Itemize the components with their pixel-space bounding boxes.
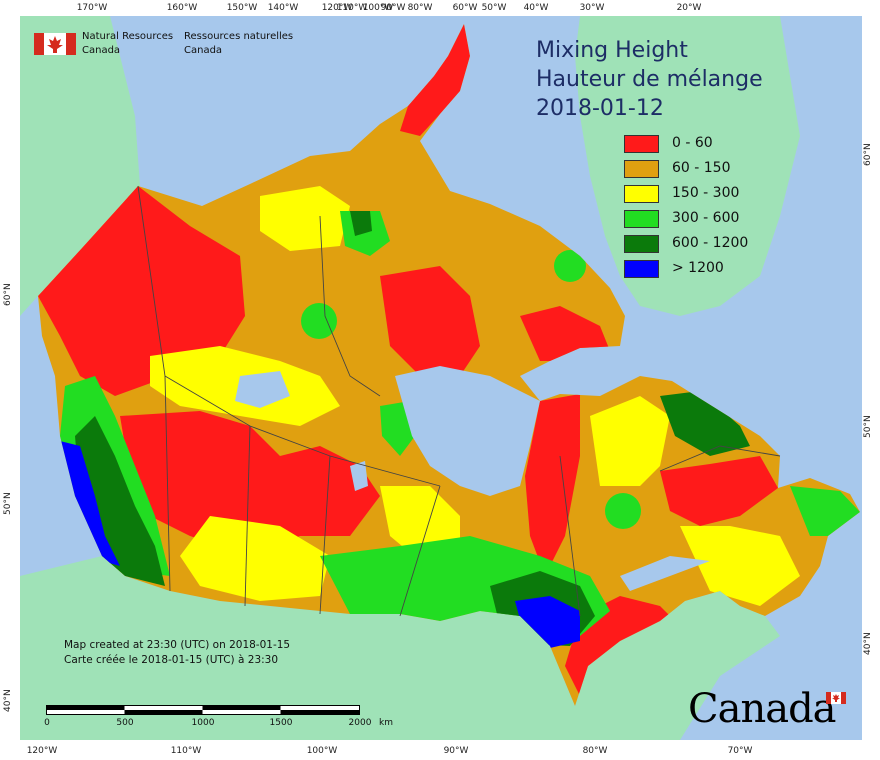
map-date: 2018-01-12 bbox=[536, 96, 664, 121]
graticule-top-label: 120°W bbox=[321, 3, 353, 13]
legend-swatch bbox=[624, 235, 659, 253]
alaska-land bbox=[20, 16, 140, 316]
graticule-top-label: 20°W bbox=[676, 3, 702, 13]
canada-flag-icon bbox=[34, 33, 76, 55]
legend-label: 0 - 60 bbox=[672, 135, 713, 151]
graticule-top-label: 80°W bbox=[407, 3, 433, 13]
scale-bar bbox=[46, 705, 360, 715]
graticule-top-label: 150°W bbox=[226, 3, 258, 13]
legend-label: 600 - 1200 bbox=[672, 235, 749, 251]
hudson-bay bbox=[395, 366, 540, 496]
scale-tick-label: 0 bbox=[44, 718, 50, 728]
map-canvas[interactable] bbox=[20, 16, 862, 740]
graticule-bottom-label: 100°W bbox=[306, 746, 338, 756]
legend-swatch bbox=[624, 160, 659, 178]
graticule-left-label: 50°N bbox=[3, 492, 13, 515]
graticule-right-label: 60°N bbox=[863, 143, 873, 166]
scale-tick-label: 500 bbox=[116, 718, 134, 728]
map-title-en: Mixing Height bbox=[536, 38, 688, 63]
scale-tick-label: 2000 bbox=[348, 718, 372, 728]
graticule-bottom-label: 120°W bbox=[26, 746, 58, 756]
scale-tick-label: 1500 bbox=[269, 718, 293, 728]
graticule-top-label: 170°W bbox=[76, 3, 108, 13]
graticule-bottom-label: 80°W bbox=[582, 746, 608, 756]
graticule-bottom-label: 90°W bbox=[443, 746, 469, 756]
graticule-top-label: 100°W bbox=[362, 3, 394, 13]
scale-unit-label: km bbox=[379, 718, 393, 728]
agency-name-en-line2: Canada bbox=[82, 45, 121, 56]
wordmark-flag-icon bbox=[826, 692, 846, 704]
graticule-top-label: 40°W bbox=[523, 3, 549, 13]
united-states-land bbox=[20, 556, 780, 740]
agency-name-fr-line2: Canada bbox=[184, 45, 223, 56]
st-lawrence bbox=[620, 556, 710, 591]
legend-label: > 1200 bbox=[672, 260, 724, 276]
graticule-bottom-label: 70°W bbox=[727, 746, 753, 756]
legend-swatch bbox=[624, 185, 659, 203]
graticule-bottom-label: 110°W bbox=[170, 746, 202, 756]
graticule-left-label: 60°N bbox=[3, 283, 13, 306]
map-title: Mixing Height Hauteur de mélange 2018-01… bbox=[536, 36, 763, 123]
graticule-top-label: 140°W bbox=[267, 3, 299, 13]
scale-tick-label: 1000 bbox=[191, 718, 215, 728]
lake-winnipeg bbox=[350, 461, 368, 491]
graticule-top-label: 30°W bbox=[579, 3, 605, 13]
graticule-top-label: 90°W bbox=[380, 3, 406, 13]
graticule-top-label: 60°W bbox=[452, 3, 478, 13]
legend-label: 300 - 600 bbox=[672, 210, 740, 226]
province-borders bbox=[137, 185, 781, 617]
graticule-right-label: 50°N bbox=[863, 415, 873, 438]
great-slave-lake bbox=[235, 371, 290, 408]
legend-swatch bbox=[624, 210, 659, 228]
agency-name-fr-line1: Ressources naturelles bbox=[184, 31, 294, 42]
legend-swatch bbox=[624, 260, 659, 278]
legend-label: 150 - 300 bbox=[672, 185, 740, 201]
credit-en: Map created at 23:30 (UTC) on 2018-01-15 bbox=[64, 639, 291, 651]
graticule-top-label: 110°W bbox=[336, 3, 368, 13]
graticule-right-label: 40°N bbox=[863, 632, 873, 655]
agency-name-en-line1: Natural Resources bbox=[82, 31, 174, 42]
graticule-left-label: 40°N bbox=[3, 689, 13, 712]
mixing-height-map bbox=[20, 16, 860, 740]
canada-wordmark: Canada bbox=[688, 686, 837, 732]
map-title-fr: Hauteur de mélange bbox=[536, 67, 763, 92]
map-credit: Map created at 23:30 (UTC) on 2018-01-15… bbox=[64, 638, 290, 668]
graticule-top-label: 50°W bbox=[481, 3, 507, 13]
legend-swatch bbox=[624, 135, 659, 153]
legend-label: 60 - 150 bbox=[672, 160, 731, 176]
credit-fr: Carte créée le 2018-01-15 (UTC) à 23:30 bbox=[64, 654, 279, 666]
graticule-top-label: 160°W bbox=[166, 3, 198, 13]
